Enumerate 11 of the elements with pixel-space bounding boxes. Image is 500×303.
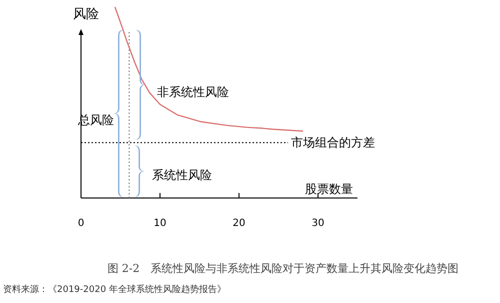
annotation: 非系统性风险 [157,85,229,99]
x-axis-title: 股票数量 [305,182,353,196]
ref-line-label: 市场组合的方差 [291,136,375,150]
x-tick-label: 30 [312,218,324,229]
x-tick-label: 10 [154,218,166,229]
x-tick-label: 20 [232,218,246,229]
x-tick-label: 0 [78,218,84,229]
text: 资料来源：《2019-2020 年全球系统性风险趋势报告》 [3,284,226,295]
annotation: 系统性风险 [152,168,212,182]
y-axis-title: 风险 [73,7,99,22]
text: 图 2-2 系统性风险与非系统性风险对于资产数量上升其风险变化趋势图 [107,262,459,275]
